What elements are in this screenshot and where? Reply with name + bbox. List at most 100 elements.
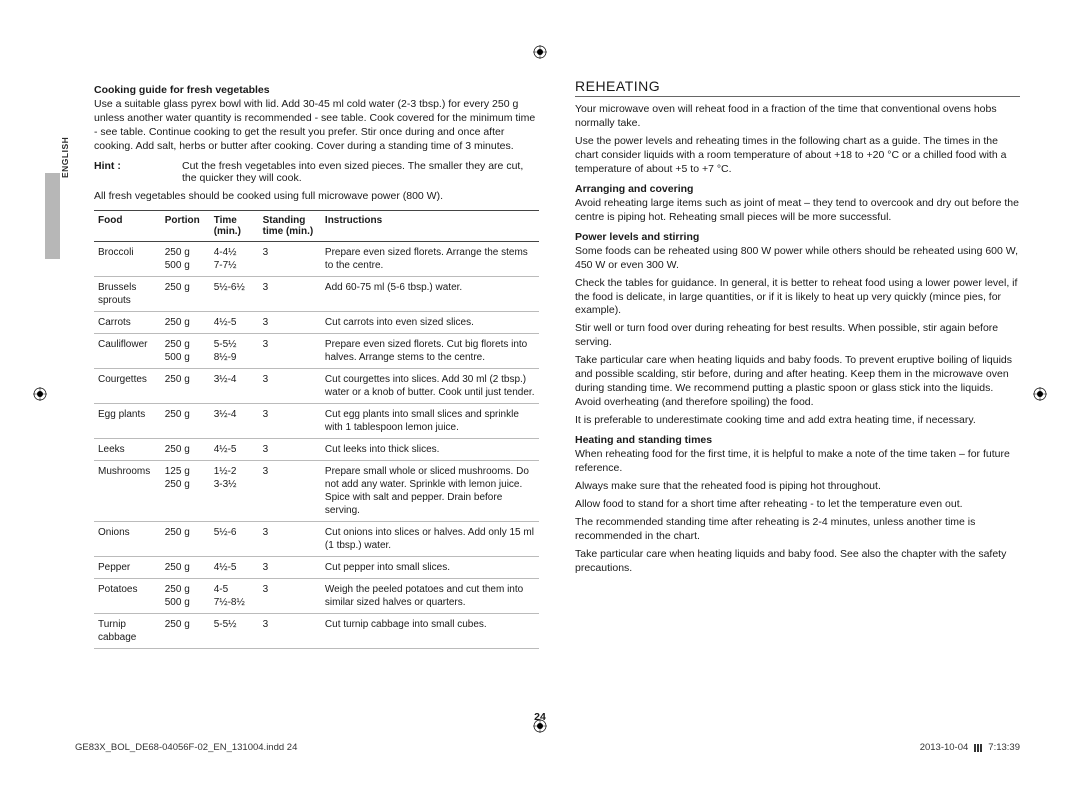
language-tab-bar bbox=[45, 173, 60, 259]
table-row: Broccoli250 g500 g4-4½7-7½3Prepare even … bbox=[94, 241, 539, 276]
page-number: 24 bbox=[534, 711, 546, 723]
table-cell: Egg plants bbox=[94, 403, 161, 438]
table-cell: 3½-4 bbox=[210, 368, 259, 403]
table-cell: 3 bbox=[259, 578, 321, 613]
th-portion: Portion bbox=[161, 210, 210, 241]
power-levels-para: Take particular care when heating liquid… bbox=[575, 354, 1020, 410]
table-cell: Brussels sprouts bbox=[94, 276, 161, 311]
table-cell: 3 bbox=[259, 613, 321, 648]
table-cell: Cut turnip cabbage into small cubes. bbox=[321, 613, 539, 648]
table-cell: Add 60-75 ml (5-6 tbsp.) water. bbox=[321, 276, 539, 311]
table-row: Leeks250 g4½-53Cut leeks into thick slic… bbox=[94, 438, 539, 460]
table-cell: 3 bbox=[259, 438, 321, 460]
right-column: REHEATING Your microwave oven will rehea… bbox=[575, 78, 1020, 649]
left-heading: Cooking guide for fresh vegetables bbox=[94, 84, 539, 96]
heating-times-para: Allow food to stand for a short time aft… bbox=[575, 498, 1020, 512]
table-cell: 3 bbox=[259, 556, 321, 578]
th-instructions: Instructions bbox=[321, 210, 539, 241]
left-column: Cooking guide for fresh vegetables Use a… bbox=[94, 78, 539, 649]
footer-filename: GE83X_BOL_DE68-04056F-02_EN_131004.indd … bbox=[75, 742, 297, 753]
vegetable-table: Food Portion Time(min.) Standingtime (mi… bbox=[94, 210, 539, 649]
table-cell: 250 g500 g bbox=[161, 578, 210, 613]
table-cell: 3 bbox=[259, 521, 321, 556]
table-cell: Prepare even sized florets. Cut big flor… bbox=[321, 333, 539, 368]
table-cell: 5½-6 bbox=[210, 521, 259, 556]
table-cell: Cut carrots into even sized slices. bbox=[321, 311, 539, 333]
hint-row: Hint : Cut the fresh vegetables into eve… bbox=[94, 160, 539, 184]
table-cell: 3 bbox=[259, 333, 321, 368]
registration-mark-icon bbox=[33, 387, 47, 401]
table-cell: 4-57½-8½ bbox=[210, 578, 259, 613]
table-cell: Cauliflower bbox=[94, 333, 161, 368]
registration-mark-icon bbox=[533, 45, 547, 59]
table-row: Mushrooms125 g250 g1½-23-3½3Prepare smal… bbox=[94, 460, 539, 521]
table-cell: 125 g250 g bbox=[161, 460, 210, 521]
table-cell: Leeks bbox=[94, 438, 161, 460]
table-cell: Cut leeks into thick slices. bbox=[321, 438, 539, 460]
registration-mark-icon bbox=[1033, 387, 1047, 401]
footer-time: 7:13:39 bbox=[988, 742, 1020, 753]
th-time: Time(min.) bbox=[210, 210, 259, 241]
table-cell: Turnip cabbage bbox=[94, 613, 161, 648]
table-cell: 3 bbox=[259, 311, 321, 333]
table-cell: 250 g500 g bbox=[161, 333, 210, 368]
table-cell: 250 g bbox=[161, 521, 210, 556]
table-row: Cauliflower250 g500 g5-5½8½-93Prepare ev… bbox=[94, 333, 539, 368]
table-cell: 250 g500 g bbox=[161, 241, 210, 276]
power-levels-para: Some foods can be reheated using 800 W p… bbox=[575, 245, 1020, 273]
table-row: Turnip cabbage250 g5-5½3Cut turnip cabba… bbox=[94, 613, 539, 648]
table-cell: 5-5½8½-9 bbox=[210, 333, 259, 368]
table-cell: 250 g bbox=[161, 403, 210, 438]
table-cell: Courgettes bbox=[94, 368, 161, 403]
table-cell: 4½-5 bbox=[210, 438, 259, 460]
table-cell: 5½-6½ bbox=[210, 276, 259, 311]
arranging-heading: Arranging and covering bbox=[575, 183, 1020, 195]
hint-text: Cut the fresh vegetables into even sized… bbox=[182, 160, 539, 184]
table-cell: 4½-5 bbox=[210, 556, 259, 578]
table-cell: Cut pepper into small slices. bbox=[321, 556, 539, 578]
table-cell: Prepare small whole or sliced mushrooms.… bbox=[321, 460, 539, 521]
table-cell: 250 g bbox=[161, 613, 210, 648]
heating-times-heading: Heating and standing times bbox=[575, 434, 1020, 446]
table-cell: Carrots bbox=[94, 311, 161, 333]
power-levels-para: It is preferable to underestimate cookin… bbox=[575, 414, 1020, 428]
table-cell: 5-5½ bbox=[210, 613, 259, 648]
table-cell: Cut courgettes into slices. Add 30 ml (2… bbox=[321, 368, 539, 403]
table-cell: 3 bbox=[259, 460, 321, 521]
th-food: Food bbox=[94, 210, 161, 241]
footer-timestamp: 2013-10-04 7:13:39 bbox=[920, 742, 1020, 753]
table-cell: Potatoes bbox=[94, 578, 161, 613]
table-row: Pepper250 g4½-53Cut pepper into small sl… bbox=[94, 556, 539, 578]
table-cell: Broccoli bbox=[94, 241, 161, 276]
table-row: Brussels sprouts250 g5½-6½3Add 60-75 ml … bbox=[94, 276, 539, 311]
language-tab-label: ENGLISH bbox=[60, 137, 70, 178]
table-cell: Cut onions into slices or halves. Add on… bbox=[321, 521, 539, 556]
table-row: Courgettes250 g3½-43Cut courgettes into … bbox=[94, 368, 539, 403]
table-header: Food Portion Time(min.) Standingtime (mi… bbox=[94, 210, 539, 241]
table-cell: 250 g bbox=[161, 438, 210, 460]
table-cell: 250 g bbox=[161, 311, 210, 333]
reheating-para: Your microwave oven will reheat food in … bbox=[575, 103, 1020, 131]
table-row: Potatoes250 g500 g4-57½-8½3Weigh the pee… bbox=[94, 578, 539, 613]
table-cell: 3 bbox=[259, 241, 321, 276]
table-cell: 250 g bbox=[161, 368, 210, 403]
footer-separator-icon bbox=[974, 744, 982, 752]
table-cell: 3 bbox=[259, 403, 321, 438]
left-intro: Use a suitable glass pyrex bowl with lid… bbox=[94, 98, 539, 154]
table-cell: Mushrooms bbox=[94, 460, 161, 521]
table-row: Egg plants250 g3½-43Cut egg plants into … bbox=[94, 403, 539, 438]
heating-times-para: Always make sure that the reheated food … bbox=[575, 480, 1020, 494]
table-cell: 250 g bbox=[161, 276, 210, 311]
power-levels-para: Stir well or turn food over during rehea… bbox=[575, 322, 1020, 350]
table-cell: 3 bbox=[259, 276, 321, 311]
hint-label: Hint : bbox=[94, 160, 182, 184]
reheating-heading: REHEATING bbox=[575, 78, 1020, 97]
table-cell: 4-4½7-7½ bbox=[210, 241, 259, 276]
table-cell: 3½-4 bbox=[210, 403, 259, 438]
table-cell: Weigh the peeled potatoes and cut them i… bbox=[321, 578, 539, 613]
heating-times-para: Take particular care when heating liquid… bbox=[575, 548, 1020, 576]
manual-page: ENGLISH Cooking guide for fresh vegetabl… bbox=[0, 0, 1080, 788]
power-levels-heading: Power levels and stirring bbox=[575, 231, 1020, 243]
table-row: Carrots250 g4½-53Cut carrots into even s… bbox=[94, 311, 539, 333]
reheating-para: Use the power levels and reheating times… bbox=[575, 135, 1020, 177]
